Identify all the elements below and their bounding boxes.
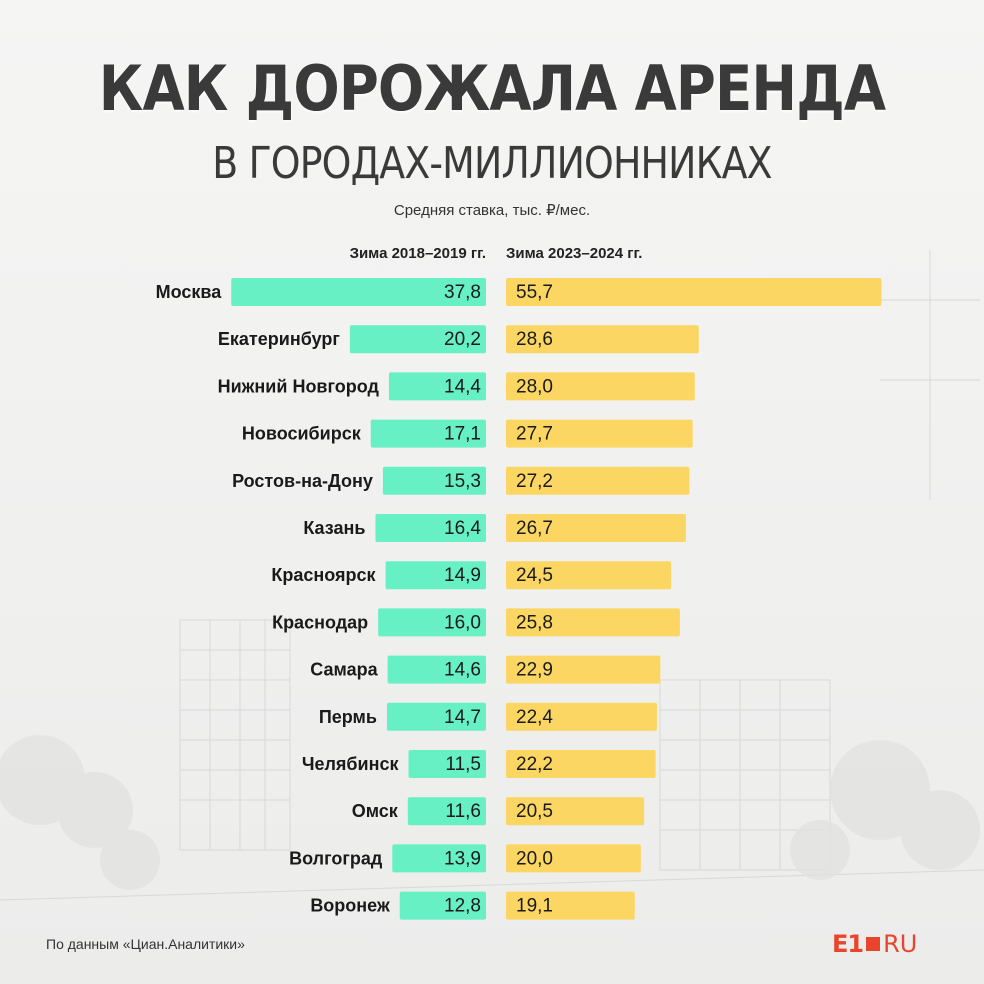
city-row: 15,3 27,2 Ростов-на-Дону [232, 466, 690, 495]
city-label: Красноярск [271, 565, 376, 585]
bar-2018 [375, 514, 486, 542]
value-label-2018: 14,7 [444, 707, 481, 728]
city-row: 20,2 28,6 Екатеринбург [218, 325, 699, 354]
bar-2018 [382, 466, 486, 495]
city-label: Воронеж [310, 896, 390, 916]
city-label: Новосибирск [242, 424, 362, 444]
value-label-2023: 20,0 [516, 848, 553, 869]
bar-2023 [506, 514, 686, 542]
value-label-2018: 15,3 [444, 471, 481, 492]
bar-2018 [399, 891, 486, 920]
bar-2018 [378, 608, 486, 637]
source-note: По данным «Циан.Аналитики» [46, 936, 245, 952]
bar-2023 [506, 608, 680, 637]
value-label-2023: 22,9 [516, 660, 553, 681]
bar-2018 [392, 844, 486, 873]
city-row: 37,8 55,7 Москва [156, 278, 882, 306]
bar-2018 [408, 750, 486, 778]
legend-series-2023: Зима 2023–2024 гг. [506, 245, 643, 262]
bar-2023 [506, 655, 661, 684]
value-label-2018: 17,1 [444, 424, 481, 445]
logo-main: E1 [832, 930, 864, 958]
bar-2023 [506, 844, 641, 873]
bar-2018 [386, 702, 486, 731]
bar-2023 [506, 702, 657, 731]
city-row: 16,0 25,8 Краснодар [272, 608, 680, 637]
bar-2018 [387, 655, 486, 684]
value-label-2023: 22,4 [516, 707, 553, 728]
bar-2018 [231, 278, 486, 306]
city-label: Челябинск [302, 754, 400, 774]
value-label-2023: 22,2 [516, 754, 553, 775]
value-label-2023: 55,7 [516, 282, 553, 303]
value-label-2018: 14,6 [444, 660, 481, 681]
city-label: Москва [156, 282, 223, 302]
bar-2018 [370, 419, 486, 448]
bar-2018 [385, 561, 486, 590]
value-label-2023: 19,1 [516, 896, 553, 917]
value-label-2023: 26,7 [516, 518, 553, 539]
units-label: Средняя ставка, тыс. ₽/мес. [393, 202, 591, 219]
bar-2018 [349, 325, 486, 354]
value-label-2018: 12,8 [444, 896, 481, 917]
city-label: Самара [310, 660, 378, 680]
bar-2023 [506, 750, 656, 778]
city-label: Краснодар [272, 612, 368, 632]
city-row: 13,9 20,0 Волгоград [289, 844, 641, 873]
value-label-2018: 14,9 [444, 565, 481, 586]
value-label-2023: 27,7 [516, 424, 553, 445]
bar-2018 [407, 797, 486, 826]
value-label-2023: 25,8 [516, 612, 553, 633]
city-row: 16,4 26,7 Казань [303, 514, 686, 542]
page-subtitle: В ГОРОДАХ-МИЛЛИОННИКАХ [212, 138, 772, 189]
value-label-2018: 16,0 [444, 612, 481, 633]
logo-square-icon [866, 937, 881, 951]
city-label: Нижний Новгород [218, 376, 380, 396]
city-label: Омск [352, 801, 399, 821]
value-label-2023: 28,0 [516, 376, 553, 397]
bar-2023 [506, 797, 645, 826]
bar-2023 [506, 419, 693, 448]
bar-2023 [506, 325, 699, 354]
bar-2023 [506, 372, 695, 401]
value-label-2023: 24,5 [516, 565, 553, 586]
bar-2023 [506, 561, 672, 590]
bar-2023 [506, 891, 635, 920]
value-label-2018: 14,4 [444, 376, 481, 397]
city-label: Казань [303, 518, 365, 538]
city-label: Пермь [319, 707, 377, 727]
value-label-2018: 11,5 [445, 754, 481, 775]
value-label-2018: 11,6 [445, 801, 481, 822]
city-row: 17,1 27,7 Новосибирск [242, 419, 693, 448]
value-label-2018: 37,8 [444, 282, 481, 303]
value-label-2023: 28,6 [516, 329, 553, 350]
value-label-2023: 27,2 [516, 471, 553, 492]
e1-logo: E1 RU [832, 929, 917, 959]
legend-series-2018: Зима 2018–2019 гг. [349, 245, 486, 262]
city-row: 14,7 22,4 Пермь [319, 702, 657, 731]
page-title: КАК ДОРОЖАЛА АРЕНДА [98, 52, 886, 125]
city-label: Екатеринбург [218, 329, 340, 349]
logo-suffix: RU [883, 930, 918, 958]
city-row: 11,5 22,2 Челябинск [302, 750, 656, 778]
bar-2023 [506, 466, 690, 495]
value-label-2023: 20,5 [516, 801, 553, 822]
city-row: 12,8 19,1 Воронеж [310, 891, 635, 920]
value-label-2018: 13,9 [444, 848, 481, 869]
city-row: 14,6 22,9 Самара [310, 655, 661, 684]
city-row: 14,4 28,0 Нижний Новгород [218, 372, 695, 401]
city-label: Волгоград [289, 848, 383, 868]
value-label-2018: 20,2 [444, 329, 481, 350]
bar-2023 [506, 278, 882, 306]
value-label-2018: 16,4 [444, 518, 481, 539]
city-label: Ростов-на-Дону [232, 471, 373, 491]
city-row: 11,6 20,5 Омск [352, 797, 645, 826]
city-row: 14,9 24,5 Красноярск [271, 561, 672, 590]
bar-2018 [388, 372, 486, 401]
